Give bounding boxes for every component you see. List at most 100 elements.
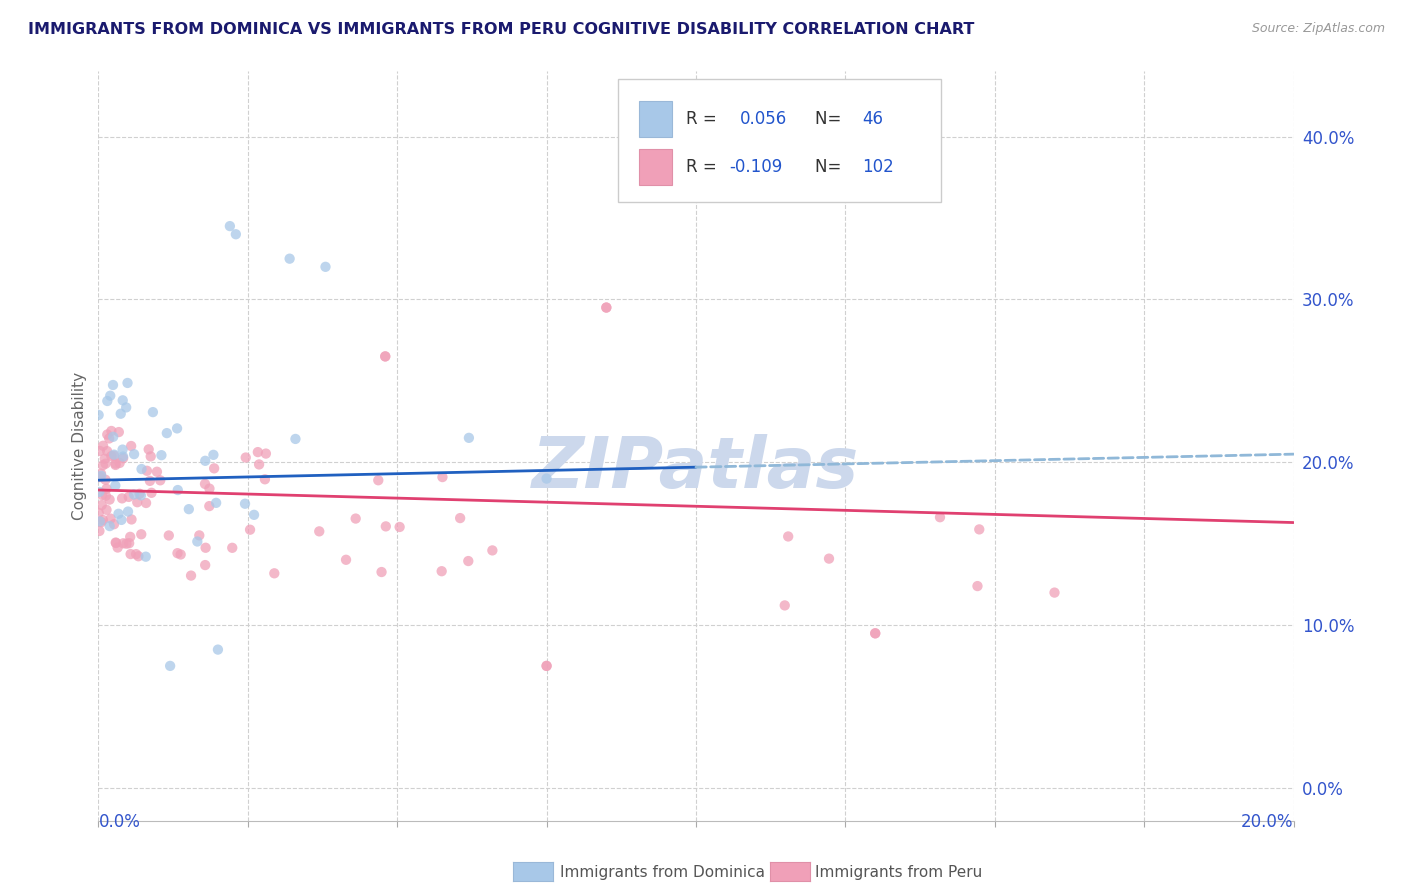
Text: R =: R = xyxy=(686,158,723,176)
Point xyxy=(120,530,142,544)
Point xyxy=(284,432,307,446)
Text: 0.056: 0.056 xyxy=(740,110,787,128)
Point xyxy=(98,492,121,507)
Point xyxy=(90,498,112,512)
Point xyxy=(118,536,141,550)
Point xyxy=(344,511,367,525)
Point xyxy=(243,508,266,522)
Text: 0.0%: 0.0% xyxy=(98,813,141,831)
Point xyxy=(202,461,225,475)
Point xyxy=(169,548,191,562)
Point xyxy=(98,389,121,403)
Point xyxy=(367,473,389,487)
Point xyxy=(142,405,165,419)
Point xyxy=(207,642,229,657)
FancyBboxPatch shape xyxy=(619,78,941,202)
Point xyxy=(121,512,143,526)
Point xyxy=(374,350,396,364)
Point xyxy=(595,301,617,315)
Bar xyxy=(638,149,672,185)
Point xyxy=(278,252,301,266)
Point xyxy=(103,448,125,462)
Point xyxy=(89,470,111,484)
Point xyxy=(111,491,134,506)
Point xyxy=(457,554,479,568)
Point xyxy=(98,432,121,446)
Point xyxy=(120,439,142,453)
Text: -0.109: -0.109 xyxy=(730,158,783,176)
Point xyxy=(139,474,162,488)
Point xyxy=(103,517,125,532)
Point xyxy=(146,465,169,479)
Point xyxy=(458,431,481,445)
Point xyxy=(96,394,118,409)
Point xyxy=(194,477,217,491)
Point xyxy=(96,444,118,458)
Point xyxy=(818,551,841,566)
Point xyxy=(335,553,357,567)
Point xyxy=(225,227,247,242)
Point xyxy=(90,515,112,529)
Point xyxy=(536,659,558,673)
Point xyxy=(122,487,145,501)
Point xyxy=(374,350,396,364)
Point xyxy=(117,504,139,518)
Point xyxy=(96,427,118,442)
Point xyxy=(188,528,211,542)
Point xyxy=(247,458,270,472)
Point xyxy=(865,626,887,640)
Point xyxy=(139,450,162,464)
Point xyxy=(117,376,139,390)
Point xyxy=(112,451,135,466)
Text: N=: N= xyxy=(815,158,846,176)
Point xyxy=(865,626,887,640)
Point xyxy=(91,458,114,473)
Point xyxy=(966,579,988,593)
Point xyxy=(107,507,129,521)
Point xyxy=(103,430,125,444)
Point xyxy=(94,489,117,503)
Point xyxy=(194,454,217,468)
Point xyxy=(157,528,180,542)
Point xyxy=(118,490,141,504)
Point xyxy=(254,447,277,461)
Point xyxy=(929,510,952,524)
Point xyxy=(246,445,269,459)
Point xyxy=(430,564,453,578)
Point xyxy=(127,495,149,509)
Point xyxy=(105,536,128,550)
Point xyxy=(91,513,114,527)
Point xyxy=(110,513,132,527)
Text: Source: ZipAtlas.com: Source: ZipAtlas.com xyxy=(1251,22,1385,36)
Point xyxy=(101,378,124,392)
Point xyxy=(159,659,181,673)
Point xyxy=(235,450,257,465)
Point xyxy=(104,457,127,471)
Point xyxy=(186,534,208,549)
Text: ZIPatlas: ZIPatlas xyxy=(533,434,859,503)
Point xyxy=(773,599,796,613)
Point xyxy=(115,537,138,551)
Point xyxy=(127,549,149,564)
Y-axis label: Cognitive Disability: Cognitive Disability xyxy=(72,372,87,520)
Point xyxy=(308,524,330,539)
Point xyxy=(194,558,217,572)
Point xyxy=(253,472,276,486)
Point xyxy=(87,506,110,520)
Text: R =: R = xyxy=(686,110,723,128)
Point xyxy=(89,515,111,529)
Point xyxy=(89,484,111,499)
Point xyxy=(136,464,159,478)
Point xyxy=(432,470,454,484)
Point xyxy=(107,541,129,555)
Point xyxy=(233,497,256,511)
Point xyxy=(104,458,127,472)
Point xyxy=(219,219,242,233)
Point xyxy=(166,421,188,435)
Point xyxy=(93,451,115,466)
Point xyxy=(90,467,112,481)
Point xyxy=(120,547,142,561)
Point xyxy=(111,393,134,408)
Point xyxy=(374,519,396,533)
Point xyxy=(166,483,188,497)
